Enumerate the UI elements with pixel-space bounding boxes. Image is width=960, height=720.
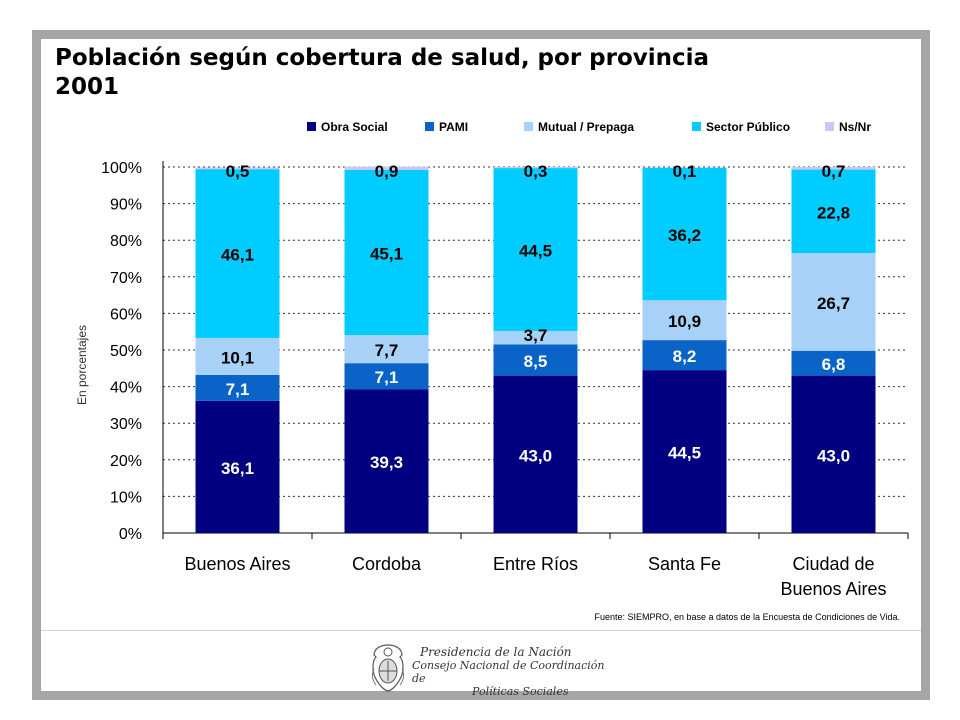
data-label: 8,2 — [673, 347, 697, 366]
x-tick-label: Santa Fe — [648, 554, 721, 574]
bar-segment — [195, 337, 280, 375]
data-label: 6,8 — [822, 355, 846, 374]
org-line-3: Políticas Sociales — [472, 685, 569, 698]
legend-swatch — [307, 122, 316, 131]
y-tick-label: 10% — [110, 489, 142, 506]
bar-segment — [195, 400, 280, 533]
data-label: 8,5 — [524, 352, 548, 371]
data-label: 0,3 — [524, 162, 548, 181]
bar-segment — [493, 344, 578, 376]
bar-segment — [791, 167, 876, 170]
y-tick-label: 20% — [110, 453, 142, 470]
bar-segment — [642, 167, 727, 301]
data-label: 10,1 — [221, 348, 254, 367]
legend-label: Mutual / Prepaga — [538, 120, 634, 134]
bar-segment — [493, 375, 578, 533]
data-label: 7,1 — [375, 368, 399, 387]
data-label: 43,0 — [519, 446, 552, 465]
legend-swatch — [425, 122, 434, 131]
footer-divider — [41, 630, 921, 631]
y-tick-label: 0% — [119, 526, 142, 543]
source-note: Fuente: SIEMPRO, en base a datos de la E… — [594, 612, 900, 622]
data-label: 0,7 — [822, 162, 846, 181]
bar-segment — [344, 169, 429, 335]
bar-segment — [493, 167, 578, 169]
title-line-1: Población según cobertura de salud, por … — [55, 45, 710, 71]
x-tick-label: Buenos Aires — [184, 554, 290, 574]
data-label: 7,1 — [226, 380, 250, 399]
data-label: 0,9 — [375, 162, 399, 181]
data-label: 36,1 — [221, 459, 254, 478]
data-label: 26,7 — [817, 294, 850, 313]
bar-segment — [344, 166, 429, 170]
org-line-1: Presidencia de la Nación — [420, 645, 572, 659]
data-label: 43,0 — [817, 446, 850, 465]
data-label: 44,5 — [519, 242, 552, 261]
y-tick-label: 100% — [101, 160, 142, 177]
legend-label: Sector Público — [706, 120, 790, 134]
y-tick-label: 40% — [110, 380, 142, 397]
bar-segment — [344, 334, 429, 364]
x-tick-label: Buenos Aires — [780, 579, 886, 599]
y-tick-label: 60% — [110, 306, 142, 323]
bar-segment — [195, 167, 280, 170]
data-label: 10,9 — [668, 312, 701, 331]
y-tick-label: 80% — [110, 233, 142, 250]
legend-swatch — [825, 122, 834, 131]
bar-segment — [195, 374, 280, 401]
data-label: 7,7 — [375, 341, 399, 360]
legend-label: Ns/Nr — [839, 120, 871, 134]
bar-segment — [344, 363, 429, 390]
data-label: 45,1 — [370, 244, 403, 263]
data-label: 44,5 — [668, 444, 701, 463]
org-line-2: Consejo Nacional de Coordinación de — [412, 659, 605, 685]
y-tick-label: 30% — [110, 416, 142, 433]
slide-border — [32, 30, 930, 700]
legend-label: Obra Social — [321, 120, 388, 134]
organization-name: Presidencia de la Nación Consejo Naciona… — [412, 645, 612, 699]
bar-segment — [642, 370, 727, 533]
bar-segment — [642, 300, 727, 341]
bar-segment — [344, 389, 429, 533]
data-label: 36,2 — [668, 226, 701, 245]
bar-segment — [493, 330, 578, 345]
bar-segment — [791, 169, 876, 254]
legend-swatch — [692, 122, 701, 131]
bar-segment — [791, 350, 876, 376]
bar-segment — [791, 253, 876, 351]
y-tick-label: 70% — [110, 270, 142, 287]
data-label: 3,7 — [524, 326, 548, 345]
bar-segment — [791, 375, 876, 533]
legend-label: PAMI — [439, 120, 468, 134]
y-axis-title: En porcentajes — [75, 325, 89, 405]
data-label: 39,3 — [370, 453, 403, 472]
chart-title: Población según cobertura de salud, por … — [55, 44, 855, 102]
data-label: 0,5 — [226, 162, 250, 181]
national-seal-icon — [368, 643, 408, 693]
x-tick-label: Ciudad de — [792, 554, 874, 574]
x-tick-label: Cordoba — [352, 554, 422, 574]
y-tick-label: 90% — [110, 197, 142, 214]
bar-segment — [493, 168, 578, 331]
legend-swatch — [524, 122, 533, 131]
data-label: 22,8 — [817, 203, 850, 222]
bar-segment — [195, 169, 280, 338]
y-tick-label: 50% — [110, 343, 142, 360]
data-label: 0,1 — [673, 162, 697, 181]
bar-segment — [642, 340, 727, 371]
title-line-2: 2001 — [55, 74, 120, 100]
x-tick-label: Entre Ríos — [493, 554, 578, 574]
data-label: 46,1 — [221, 246, 254, 265]
